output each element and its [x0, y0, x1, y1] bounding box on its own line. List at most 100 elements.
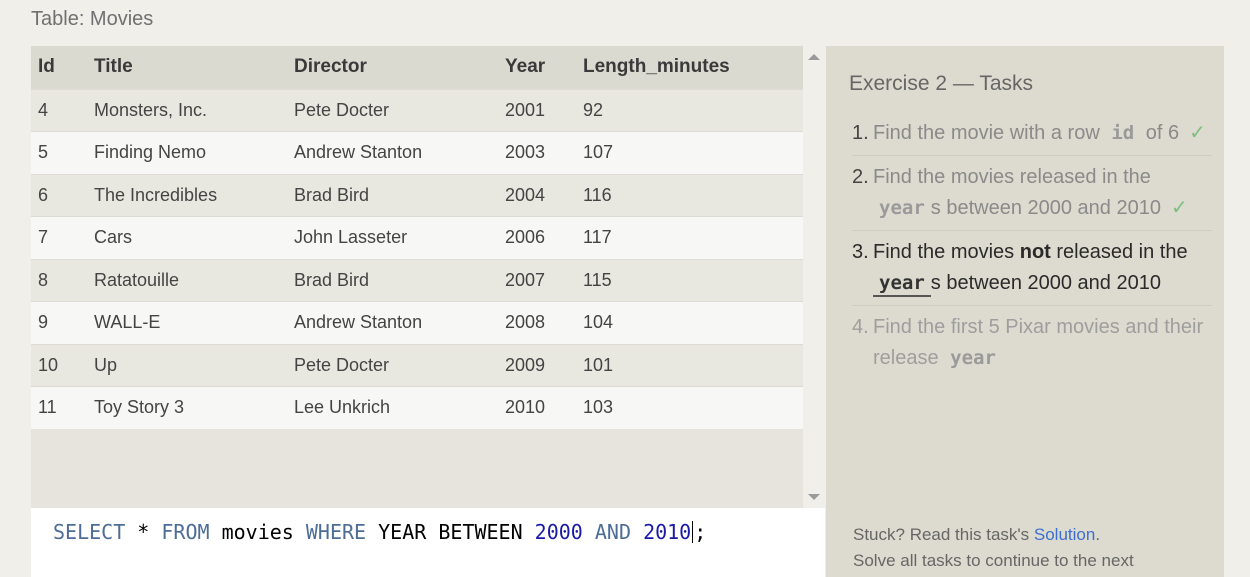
column-header-year: Year [505, 56, 546, 78]
cell-director: Andrew Stanton [287, 301, 498, 344]
task-code-term: year [879, 197, 925, 219]
column-header-director: Director [294, 56, 367, 78]
cell-length: 116 [576, 173, 803, 217]
sql-text [583, 520, 595, 544]
cell-year: 2007 [498, 258, 576, 302]
checkmark-icon: ✓ [1170, 197, 1188, 219]
stuck-prefix: Stuck? Read this task's [853, 525, 1034, 544]
column-header-title: Title [94, 56, 133, 78]
task-panel: Exercise 2 — Tasks 1. Find the movie with… [826, 46, 1224, 577]
cell-id: 5 [31, 131, 87, 174]
sql-text: * [125, 520, 162, 544]
task-code-term: id [1111, 122, 1135, 144]
task-number: 1. [852, 122, 869, 144]
cell-title: Ratatouille [87, 258, 287, 302]
cell-year: 2004 [498, 173, 576, 217]
task-item: 2. Find the movies released in the year s … [852, 160, 1212, 231]
scroll-down-arrow-icon[interactable] [808, 494, 820, 500]
stuck-suffix: . [1095, 525, 1101, 544]
cell-id: 9 [31, 301, 87, 344]
cell-length: 92 [576, 88, 803, 132]
continue-text: Solve all tasks to continue to the next [853, 551, 1134, 570]
cell-year: 2006 [498, 216, 576, 259]
cell-year: 2003 [498, 131, 576, 174]
sql-keyword: FROM [161, 520, 210, 544]
cell-length: 104 [576, 301, 803, 344]
cell-year: 2009 [498, 343, 576, 387]
cell-director: Brad Bird [287, 173, 498, 217]
cell-director: Pete Docter [287, 88, 498, 132]
sql-text: movies [209, 520, 306, 544]
sql-text: ; [694, 520, 707, 544]
table-row: 7 Cars John Lasseter 2006 117 [31, 216, 803, 259]
cell-year: 2008 [498, 301, 576, 344]
cell-title: Toy Story 3 [87, 386, 287, 429]
cell-director: John Lasseter [287, 216, 498, 259]
sql-keyword: WHERE [305, 520, 367, 544]
cell-title: WALL-E [87, 301, 287, 344]
cell-length: 115 [576, 258, 803, 302]
task-item: 1. Find the movie with a row id of 6 ✓ [852, 116, 1212, 156]
task-number: 3. [852, 241, 869, 263]
cell-title: Up [87, 343, 287, 387]
scroll-up-arrow-icon[interactable] [808, 54, 820, 60]
task-number: 2. [852, 166, 869, 188]
task-emphasis: not [1019, 241, 1051, 263]
task-code-term: year [873, 272, 931, 297]
sql-editor[interactable]: SELECT * FROM movies WHERE YEAR BETWEEN … [31, 508, 825, 577]
cell-length: 117 [576, 216, 803, 259]
cell-year: 2010 [498, 386, 576, 429]
cell-id: 4 [31, 88, 87, 132]
column-header-length: Length_minutes [583, 56, 730, 78]
task-text: s between 2000 and 2010 [930, 272, 1161, 294]
cell-length: 107 [576, 131, 803, 174]
cell-director: Pete Docter [287, 343, 498, 387]
cell-id: 8 [31, 258, 87, 302]
cell-title: The Incredibles [87, 173, 287, 217]
table-row: 5 Finding Nemo Andrew Stanton 2003 107 [31, 131, 803, 174]
cell-id: 6 [31, 173, 87, 217]
stuck-help: Stuck? Read this task's Solution. Solve … [853, 522, 1134, 574]
task-panel-title: Exercise 2 — Tasks [849, 72, 1034, 95]
cell-length: 101 [576, 343, 803, 387]
table-row: 6 The Incredibles Brad Bird 2004 116 [31, 173, 803, 217]
cell-year: 2001 [498, 88, 576, 132]
cell-title: Finding Nemo [87, 131, 287, 174]
task-text: released in the [1050, 241, 1188, 263]
checkmark-icon: ✓ [1189, 122, 1206, 144]
sql-text [631, 520, 643, 544]
cell-title: Cars [87, 216, 287, 259]
table-scrollbar[interactable] [803, 46, 825, 508]
text-cursor [692, 521, 694, 543]
table-row: 4 Monsters, Inc. Pete Docter 2001 92 [31, 88, 803, 132]
task-number: 4. [852, 316, 869, 338]
cell-director: Brad Bird [287, 258, 498, 302]
task-text: of 6 [1140, 122, 1180, 144]
task-text: Find the movie with a row [873, 122, 1106, 144]
task-item: 3. Find the movies not released in the ye… [852, 235, 1212, 306]
sql-text: YEAR BETWEEN [366, 520, 535, 544]
table-header-row: Id Title Director Year Length_minutes [31, 46, 803, 89]
sql-query-line[interactable]: SELECT * FROM movies WHERE YEAR BETWEEN … [53, 520, 706, 544]
sql-keyword: AND [594, 520, 632, 544]
cell-id: 10 [31, 343, 87, 387]
sql-keyword: SELECT [53, 520, 126, 544]
task-list: 1. Find the movie with a row id of 6 ✓ 2. Fi… [852, 116, 1212, 384]
cell-id: 11 [31, 386, 87, 429]
solution-link[interactable]: Solution [1033, 525, 1096, 544]
task-text: s between 2000 and 2010 [930, 197, 1161, 219]
task-text: Find the first 5 Pixar movies and their … [873, 316, 1204, 369]
task-text: Find the movies [873, 241, 1020, 263]
sql-number: 2000 [534, 520, 583, 544]
cell-director: Andrew Stanton [287, 131, 498, 174]
cell-length: 103 [576, 386, 803, 429]
table-row: 10 Up Pete Docter 2009 101 [31, 343, 803, 387]
table-body: 4 Monsters, Inc. Pete Docter 2001 92 5 Finding… [31, 88, 803, 429]
table-row: 8 Ratatouille Brad Bird 2007 115 [31, 258, 803, 302]
table-row: 9 WALL-E Andrew Stanton 2008 104 [31, 301, 803, 344]
table-caption: Table: Movies [31, 8, 154, 30]
sql-number: 2010 [643, 520, 692, 544]
